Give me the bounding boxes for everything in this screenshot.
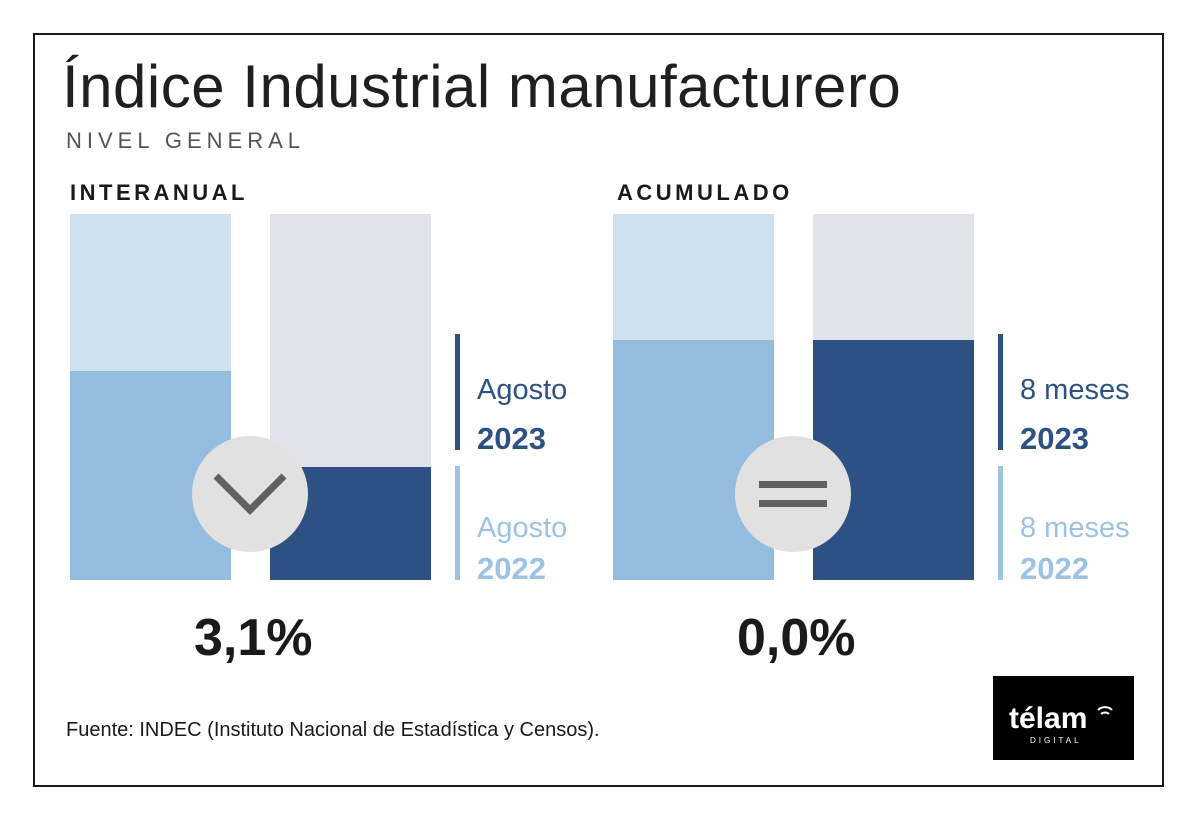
acumulado-change: 0,0% — [737, 609, 856, 667]
logo-subtitle: DIGITAL — [1030, 736, 1082, 745]
infographic-frame — [33, 33, 1164, 787]
legend-8m-2023-year: 2023 — [1020, 421, 1089, 456]
legend-2023-marker — [455, 334, 460, 450]
signal-icon — [1097, 706, 1113, 715]
legend-2023-year: 2023 — [477, 421, 546, 456]
legend-2022-year: 2022 — [477, 551, 546, 586]
change-indicator — [192, 436, 308, 552]
interanual-title: INTERANUAL — [70, 180, 248, 205]
source-note: Fuente: INDEC (Instituto Nacional de Est… — [66, 719, 600, 741]
page-subtitle: NIVEL GENERAL — [66, 128, 306, 153]
telam-logo: télam DIGITAL — [993, 676, 1134, 760]
interanual-change: 3,1% — [194, 609, 313, 667]
chevron-down-icon — [213, 473, 287, 515]
legend-8m-2022-marker — [998, 466, 1003, 580]
legend-8m-2023-label: 8 meses — [1020, 374, 1130, 406]
legend-8m-2023-marker — [998, 334, 1003, 450]
logo-wordmark: télam — [1009, 702, 1088, 735]
legend-2023-label: Agosto — [477, 374, 568, 406]
page-title: Índice Industrial manufacturero — [62, 53, 902, 120]
legend-8m-2022-year: 2022 — [1020, 551, 1089, 586]
equals-icon — [759, 481, 827, 507]
legend-2022-marker — [455, 466, 460, 580]
acumulado-title: ACUMULADO — [617, 180, 793, 205]
legend-8m-2022-label: 8 meses — [1020, 512, 1130, 544]
legend-2022-label: Agosto — [477, 512, 568, 544]
equal-indicator — [735, 436, 851, 552]
